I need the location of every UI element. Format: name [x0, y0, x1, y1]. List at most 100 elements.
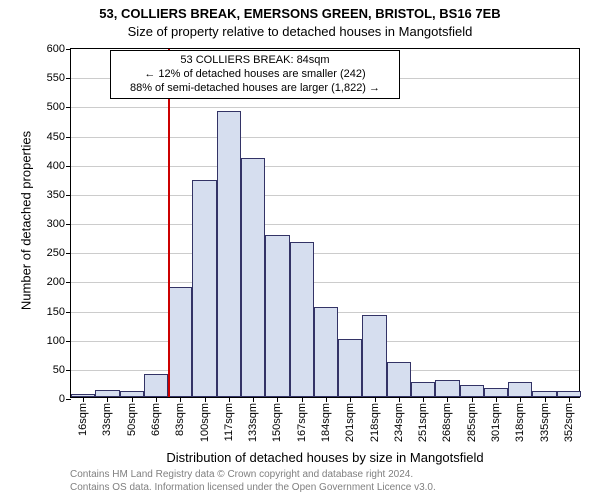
xtick-mark [229, 397, 230, 402]
ytick-mark [66, 195, 71, 196]
ytick-mark [66, 341, 71, 342]
ytick-mark [66, 282, 71, 283]
ytick-label: 0 [59, 393, 65, 405]
histogram-bar [484, 388, 508, 397]
ytick-label: 200 [47, 276, 65, 288]
histogram-bar [387, 362, 411, 397]
footnote-line2: Contains OS data. Information licensed u… [70, 481, 436, 494]
ytick-mark [66, 370, 71, 371]
histogram-bar [217, 111, 241, 397]
histogram-bar [168, 287, 192, 397]
annotation-line1: 53 COLLIERS BREAK: 84sqm [117, 54, 393, 68]
footnote-line1: Contains HM Land Registry data © Crown c… [70, 468, 436, 481]
xtick-label: 251sqm [417, 403, 429, 442]
xtick-mark [375, 397, 376, 402]
xtick-mark [277, 397, 278, 402]
gridline [71, 137, 579, 138]
marker-line [168, 49, 170, 397]
chart-title: 53, COLLIERS BREAK, EMERSONS GREEN, BRIS… [0, 6, 600, 21]
ytick-label: 350 [47, 189, 65, 201]
xtick-label: 50sqm [126, 403, 138, 436]
xtick-mark [472, 397, 473, 402]
annotation-line3: 88% of semi-detached houses are larger (… [117, 82, 393, 96]
annotation-box: 53 COLLIERS BREAK: 84sqm ← 12% of detach… [110, 50, 400, 99]
xtick-mark [399, 397, 400, 402]
histogram-bar [314, 307, 338, 397]
xtick-mark [107, 397, 108, 402]
ytick-label: 550 [47, 72, 65, 84]
gridline [71, 253, 579, 254]
xtick-label: 16sqm [77, 403, 89, 436]
ytick-label: 600 [47, 43, 65, 55]
xtick-mark [496, 397, 497, 402]
ytick-label: 100 [47, 335, 65, 347]
gridline [71, 224, 579, 225]
histogram-bar [192, 180, 216, 397]
histogram-bar [435, 380, 459, 398]
plot-area: 05010015020025030035040045050055060016sq… [70, 48, 580, 398]
histogram-bar [338, 339, 362, 397]
chart-subtitle: Size of property relative to detached ho… [0, 24, 600, 39]
xtick-mark [302, 397, 303, 402]
histogram-bar [144, 374, 168, 397]
ytick-mark [66, 166, 71, 167]
xtick-mark [520, 397, 521, 402]
histogram-bar [265, 235, 289, 397]
ytick-label: 500 [47, 101, 65, 113]
xtick-mark [83, 397, 84, 402]
ytick-mark [66, 78, 71, 79]
xtick-label: 150sqm [271, 403, 283, 442]
ytick-label: 300 [47, 218, 65, 230]
x-axis-label: Distribution of detached houses by size … [70, 450, 580, 465]
xtick-label: 33sqm [101, 403, 113, 436]
xtick-label: 335sqm [539, 403, 551, 442]
xtick-mark [156, 397, 157, 402]
ytick-mark [66, 107, 71, 108]
histogram-bar [411, 382, 435, 397]
xtick-label: 167sqm [296, 403, 308, 442]
xtick-label: 117sqm [223, 403, 235, 441]
footnote: Contains HM Land Registry data © Crown c… [70, 468, 436, 494]
gridline [71, 107, 579, 108]
xtick-mark [253, 397, 254, 402]
ytick-label: 50 [53, 364, 65, 376]
ytick-mark [66, 224, 71, 225]
xtick-label: 66sqm [150, 403, 162, 436]
gridline [71, 166, 579, 167]
xtick-label: 201sqm [344, 403, 356, 442]
xtick-label: 301sqm [490, 403, 502, 442]
xtick-mark [180, 397, 181, 402]
histogram-bar [362, 315, 386, 397]
xtick-label: 184sqm [320, 403, 332, 442]
ytick-mark [66, 253, 71, 254]
xtick-mark [205, 397, 206, 402]
y-axis-label: Number of detached properties [19, 46, 34, 396]
xtick-mark [350, 397, 351, 402]
xtick-label: 133sqm [247, 403, 259, 442]
histogram-bar [241, 158, 265, 397]
gridline [71, 282, 579, 283]
gridline [71, 195, 579, 196]
ytick-mark [66, 49, 71, 50]
xtick-label: 285sqm [466, 403, 478, 442]
histogram-bar [508, 382, 532, 397]
xtick-label: 352sqm [563, 403, 575, 442]
xtick-label: 83sqm [174, 403, 186, 436]
ytick-mark [66, 137, 71, 138]
xtick-mark [423, 397, 424, 402]
ytick-mark [66, 312, 71, 313]
xtick-mark [545, 397, 546, 402]
xtick-mark [569, 397, 570, 402]
ytick-label: 400 [47, 160, 65, 172]
annotation-line2: ← 12% of detached houses are smaller (24… [117, 68, 393, 82]
xtick-label: 218sqm [369, 403, 381, 442]
histogram-bar [95, 390, 119, 397]
ytick-label: 450 [47, 131, 65, 143]
xtick-mark [326, 397, 327, 402]
xtick-label: 234sqm [393, 403, 405, 442]
xtick-label: 268sqm [441, 403, 453, 442]
histogram-bar [290, 242, 314, 397]
histogram-chart: 53, COLLIERS BREAK, EMERSONS GREEN, BRIS… [0, 0, 600, 500]
ytick-label: 250 [47, 247, 65, 259]
xtick-mark [447, 397, 448, 402]
